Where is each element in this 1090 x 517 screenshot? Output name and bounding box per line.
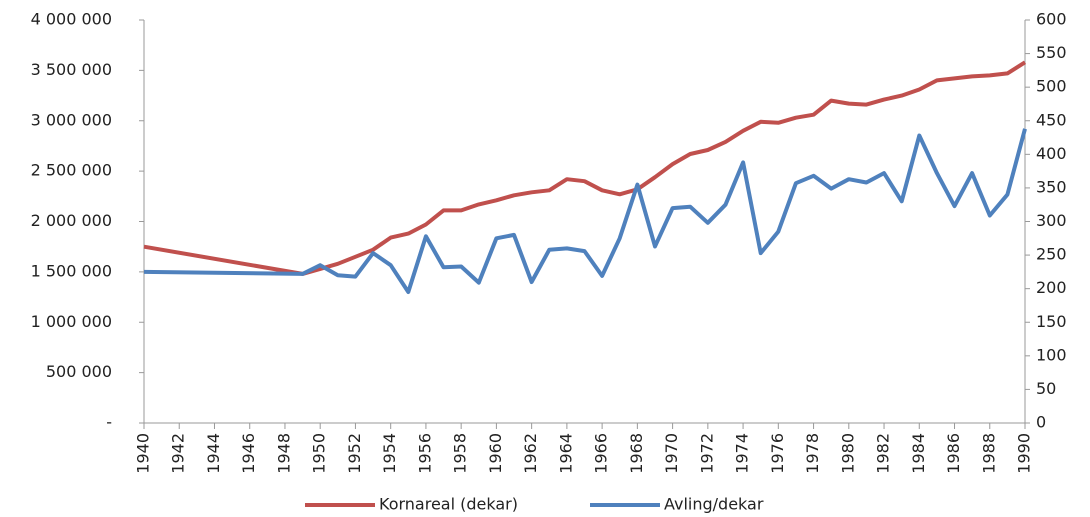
x-tick-label: 1980: [838, 433, 857, 474]
y-tick-label: 2 000 000: [31, 211, 112, 230]
y2-tick-label: 500: [1036, 77, 1067, 96]
series-line: [143, 128, 1027, 294]
series-line: [143, 60, 1027, 276]
y2-tick-label: 550: [1036, 43, 1067, 62]
y2-tick-label: 250: [1036, 245, 1067, 264]
x-tick-label: 1948: [274, 433, 293, 474]
x-tick-label: 1944: [204, 433, 223, 474]
legend-label: Kornareal (dekar): [379, 495, 518, 514]
y2-tick-label: 150: [1036, 312, 1067, 331]
x-tick-label: 1962: [521, 433, 540, 474]
y-tick-label: 3 000 000: [31, 110, 112, 129]
y2-tick-label: 100: [1036, 345, 1067, 364]
x-tick-label: 1986: [944, 433, 963, 474]
y-tick-label: 1 000 000: [31, 312, 112, 331]
y2-tick-label: 0: [1036, 413, 1046, 432]
y2-tick-label: 400: [1036, 144, 1067, 163]
x-tick-label: 1970: [662, 433, 681, 474]
x-tick-label: 1988: [979, 433, 998, 474]
y2-tick-label: 600: [1036, 10, 1067, 29]
x-tick-label: 1990: [1015, 433, 1034, 474]
x-tick-label: 1964: [556, 433, 575, 474]
x-tick-label: 1950: [310, 433, 329, 474]
x-tick-label: 1940: [134, 433, 153, 474]
x-tick-label: 1982: [874, 433, 893, 474]
x-tick-label: 1968: [627, 433, 646, 474]
y2-tick-label: 350: [1036, 177, 1067, 196]
x-tick-label: 1978: [803, 433, 822, 474]
y2-tick-label: 200: [1036, 278, 1067, 297]
legend-label: Avling/dekar: [664, 495, 764, 514]
y-tick-label: 500 000: [46, 362, 112, 381]
y2-tick-label: 300: [1036, 211, 1067, 230]
x-tick-label: 1946: [239, 433, 258, 474]
x-tick-label: 1956: [415, 433, 434, 474]
x-tick-label: 1972: [697, 433, 716, 474]
y2-tick-label: 450: [1036, 110, 1067, 129]
y2-tick-label: 50: [1036, 379, 1056, 398]
x-tick-label: 1984: [909, 433, 928, 474]
x-tick-label: 1958: [451, 433, 470, 474]
y-tick-label: -: [106, 413, 112, 432]
x-tick-label: 1952: [345, 433, 364, 474]
x-tick-label: 1974: [733, 433, 752, 474]
y-tick-label: 1 500 000: [31, 261, 112, 280]
y-tick-label: 2 500 000: [31, 161, 112, 180]
x-tick-label: 1954: [380, 433, 399, 474]
x-tick-label: 1960: [486, 433, 505, 474]
x-tick-label: 1976: [768, 433, 787, 474]
y-tick-label: 3 500 000: [31, 60, 112, 79]
x-tick-label: 1966: [592, 433, 611, 474]
x-tick-label: 1942: [169, 433, 188, 474]
y-tick-label: 4 000 000: [31, 10, 112, 29]
